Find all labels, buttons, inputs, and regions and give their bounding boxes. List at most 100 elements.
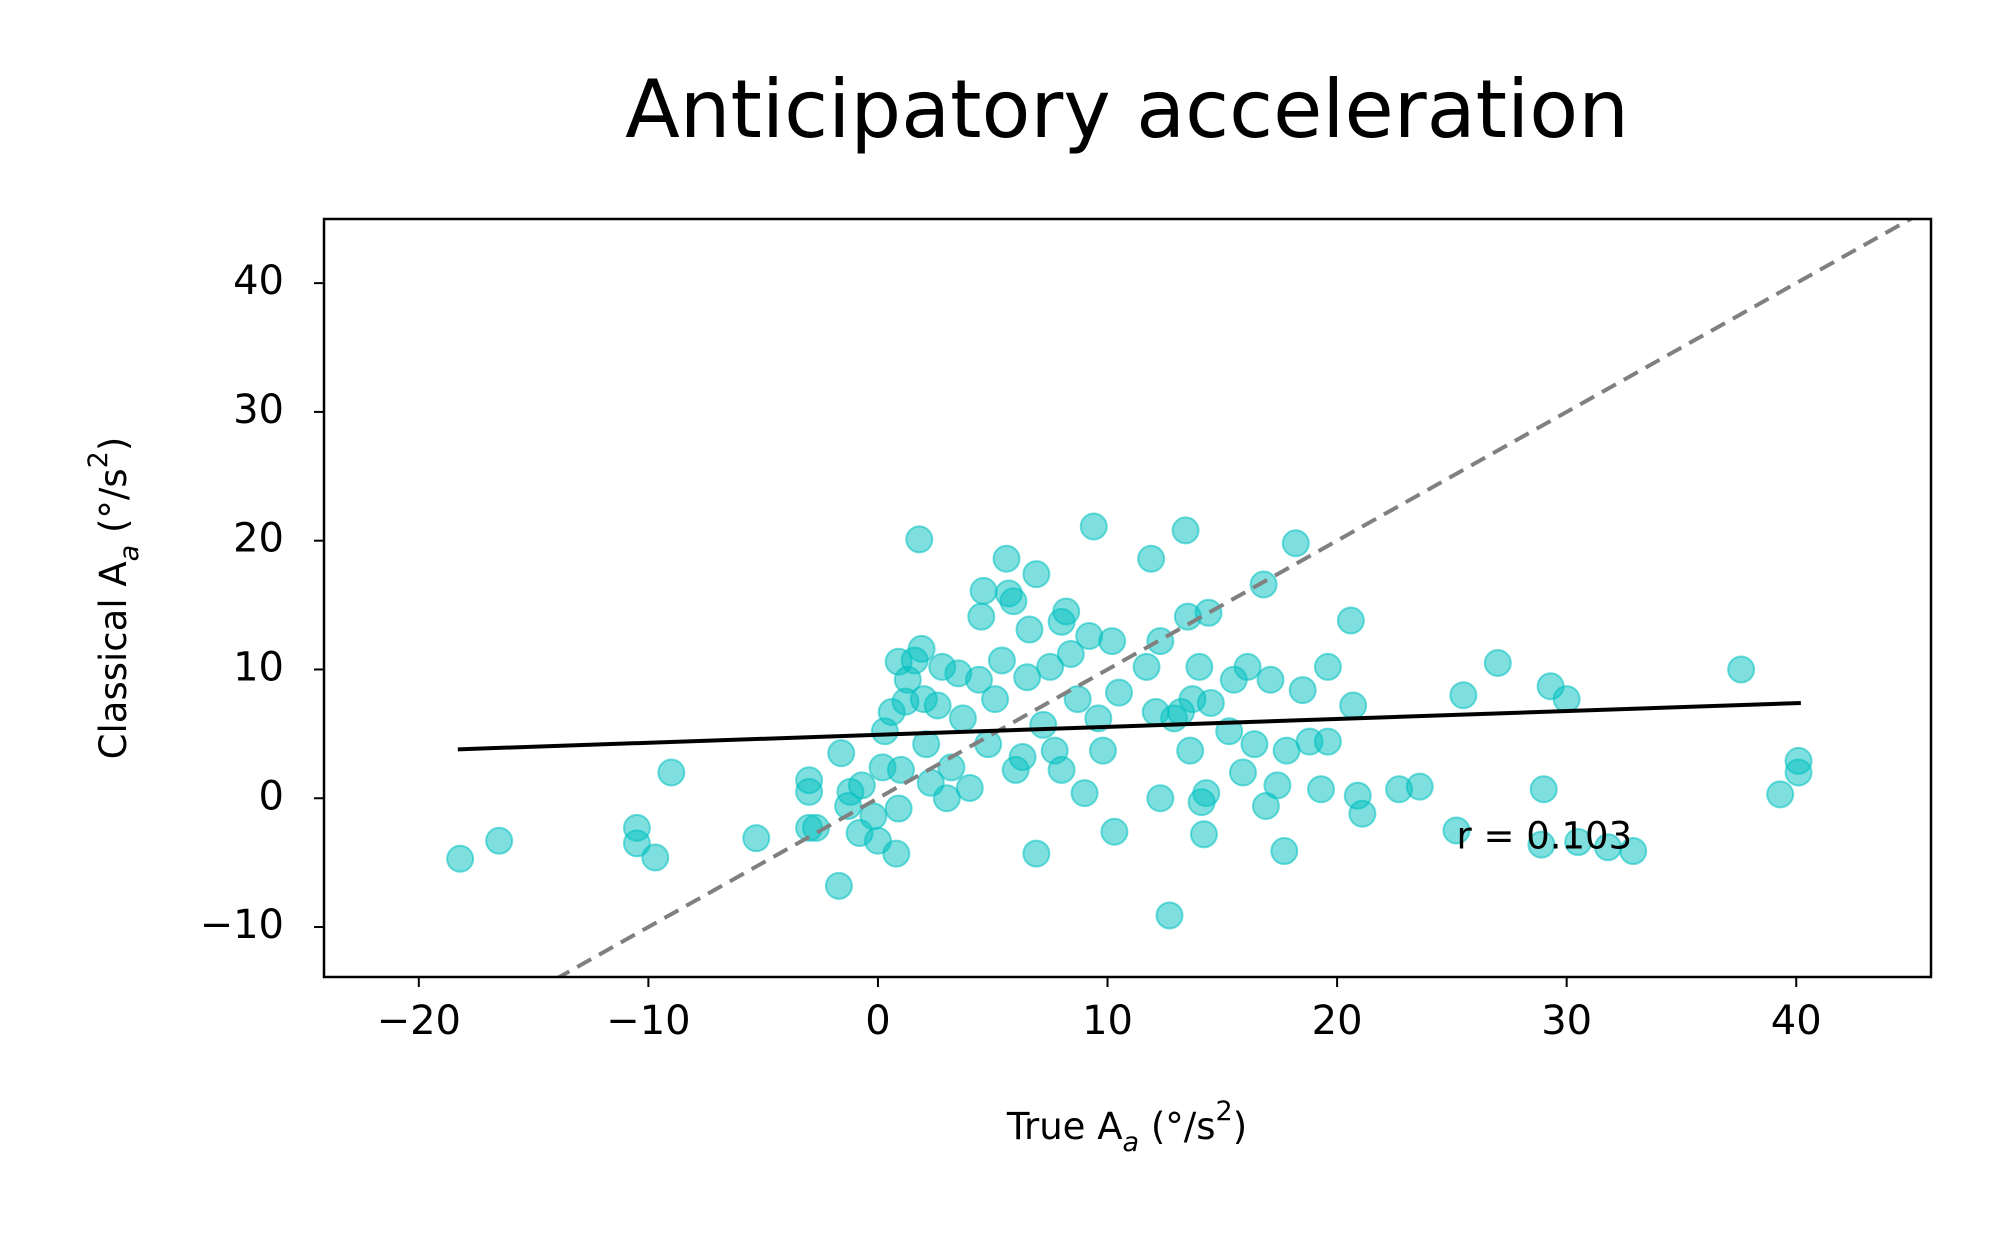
scatter-point xyxy=(1270,837,1299,866)
scatter-point xyxy=(824,871,853,900)
y-label-sub: a xyxy=(114,545,145,562)
scatter-point xyxy=(1029,710,1058,739)
scatter-point xyxy=(1105,678,1134,707)
scatter-point xyxy=(1146,627,1175,656)
scatter-point xyxy=(847,771,876,800)
scatter-point xyxy=(1084,704,1113,733)
x-axis-label: True Aa (°/s2) xyxy=(1006,1096,1247,1158)
scatter-point xyxy=(999,587,1028,616)
scatter-point xyxy=(622,829,651,858)
scatter-point xyxy=(1619,837,1648,866)
scatter-point xyxy=(932,784,961,813)
scatter-point xyxy=(1052,597,1081,626)
scatter-point xyxy=(1047,755,1076,784)
x-tick-label: 10 xyxy=(1082,998,1133,1044)
scatter-point xyxy=(1313,652,1342,681)
scatter-point xyxy=(1013,663,1042,692)
scatter-point xyxy=(485,826,514,855)
scatter-point xyxy=(1307,775,1336,804)
scatter-point xyxy=(1056,640,1085,669)
scatter-point xyxy=(969,576,998,605)
scatter-point xyxy=(1766,780,1795,809)
scatter-point xyxy=(446,844,475,873)
y-label-part: Classical A xyxy=(92,561,135,759)
y-label-sup: 2 xyxy=(83,451,114,468)
scatter-point xyxy=(974,730,1003,759)
scatter-point xyxy=(1249,570,1278,599)
scatter-point xyxy=(1256,665,1285,694)
scatter-point xyxy=(1313,727,1342,756)
scatter-point xyxy=(981,685,1010,714)
scatter-point xyxy=(1564,828,1593,857)
scatter-point xyxy=(1192,779,1221,808)
scatter-point xyxy=(1442,816,1471,845)
scatter-point xyxy=(886,755,915,784)
y-tick-label: 0 xyxy=(259,773,284,819)
scatter-point xyxy=(1449,681,1478,710)
scatter-point xyxy=(1348,799,1377,828)
scatter-point xyxy=(1339,691,1368,720)
y-label-part: (°/s xyxy=(92,468,135,544)
scatter-point xyxy=(1063,685,1092,714)
scatter-point xyxy=(1088,736,1117,765)
scatter-point xyxy=(992,544,1021,573)
scatter-point xyxy=(1075,621,1104,650)
y-tick-label: 40 xyxy=(233,258,284,304)
scatter-point xyxy=(1036,652,1065,681)
chart-title: Anticipatory acceleration xyxy=(625,63,1629,156)
x-tick-label: −10 xyxy=(606,998,690,1044)
x-label-part: ) xyxy=(1233,1105,1247,1148)
x-tick-label: −20 xyxy=(377,998,461,1044)
scatter-point xyxy=(1483,649,1512,678)
fit-line xyxy=(457,700,1801,752)
x-tick-label: 20 xyxy=(1312,998,1363,1044)
x-tick-label: 0 xyxy=(865,998,890,1044)
scatter-point xyxy=(1171,516,1200,545)
scatter-point xyxy=(1196,688,1225,717)
scatter-point xyxy=(1194,598,1223,627)
scatter-point xyxy=(1240,730,1269,759)
scatter-point xyxy=(884,794,913,823)
scatter-point xyxy=(1146,784,1175,813)
x-label-sub: a xyxy=(1123,1127,1140,1158)
scatter-point xyxy=(1070,779,1099,808)
scatter-point xyxy=(1176,736,1205,765)
scatter-point xyxy=(1784,758,1813,787)
scatter-point xyxy=(1015,615,1044,644)
scatter-point xyxy=(1008,743,1037,772)
scatter-point xyxy=(1132,652,1161,681)
scatter-point xyxy=(987,646,1016,675)
scatter-point xyxy=(1263,771,1292,800)
scatter-point xyxy=(742,824,771,853)
scatter-point xyxy=(1552,685,1581,714)
scatter-point xyxy=(1527,830,1556,859)
scatter-point xyxy=(948,704,977,733)
plot-area xyxy=(446,219,1915,977)
y-tick-label: 30 xyxy=(233,387,284,433)
scatter-point xyxy=(1155,901,1184,930)
scatter-point xyxy=(1022,560,1051,589)
scatter-point xyxy=(1529,775,1558,804)
scatter-point xyxy=(1281,529,1310,558)
reference-line xyxy=(555,219,1915,977)
scatter-point xyxy=(937,753,966,782)
scatter-point xyxy=(1098,627,1127,656)
scatter-point xyxy=(905,525,934,554)
scatter-point xyxy=(1079,512,1108,541)
x-label-part: (°/s xyxy=(1139,1105,1215,1148)
y-tick-label: 10 xyxy=(233,644,284,690)
scatter-point xyxy=(923,691,952,720)
scatter-point xyxy=(1022,839,1051,868)
scatter-point xyxy=(1233,652,1262,681)
scatter-point xyxy=(964,665,993,694)
scatter-point xyxy=(827,739,856,768)
scatter-point xyxy=(967,602,996,631)
y-label-part: ) xyxy=(92,437,135,451)
scatter-point xyxy=(657,758,686,787)
scatter-point xyxy=(907,634,936,663)
scatter-point xyxy=(1189,820,1218,849)
scatter-point xyxy=(1185,652,1214,681)
scatter-point xyxy=(641,843,670,872)
